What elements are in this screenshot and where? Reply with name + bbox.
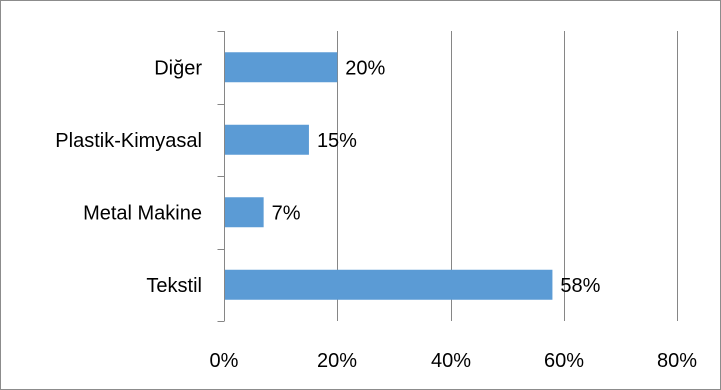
category-label: Diğer (154, 57, 202, 79)
bar-tekstil (225, 269, 553, 300)
axes (217, 31, 225, 322)
data-label: 58% (560, 275, 600, 297)
bar-diğer (225, 52, 338, 83)
x-tick-label: 60% (544, 350, 584, 372)
category-label: Metal Makine (83, 202, 202, 224)
labels: 0% 20% 40% 60% 80% Tekstil 58% Metal Makine 7% Pl… (55, 57, 697, 372)
x-tick-label: 40% (431, 350, 471, 372)
data-label: 7% (272, 202, 301, 224)
category-label: Tekstil (146, 275, 202, 297)
data-label: 20% (345, 57, 385, 79)
bar-plastik-kimyasal (225, 124, 309, 155)
bars (225, 52, 553, 300)
category-label: Plastik-Kimyasal (55, 130, 202, 152)
x-tick-label: 0% (210, 350, 239, 372)
bar-metal-makine (225, 197, 264, 228)
x-tick-label: 20% (317, 350, 357, 372)
x-tick-label: 80% (657, 350, 697, 372)
data-label: 15% (317, 130, 357, 152)
